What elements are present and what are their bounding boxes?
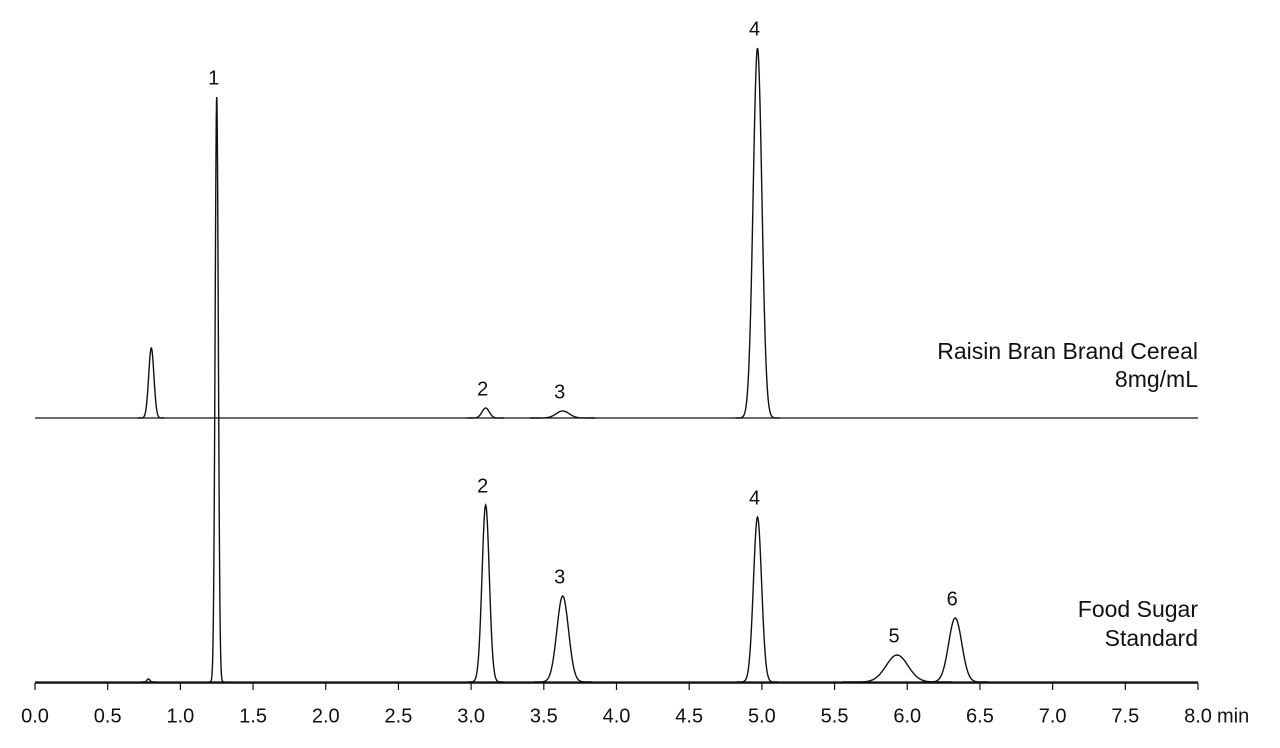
peak-label: 2 — [477, 378, 488, 400]
peak-label: 5 — [889, 625, 900, 647]
peak — [467, 407, 504, 419]
x-tick-label: 0.5 — [94, 705, 122, 727]
series-name: Raisin Bran Brand Cereal — [937, 338, 1198, 364]
x-tick-label: 3.0 — [457, 705, 485, 727]
x-tick-label: 7.5 — [1111, 705, 1139, 727]
x-tick-label: 4.0 — [603, 705, 631, 727]
peak — [530, 410, 596, 419]
x-tick-label: 6.5 — [966, 705, 994, 727]
peak-label: 1 — [208, 67, 219, 89]
peak — [467, 503, 504, 683]
x-tick-label: 5.0 — [748, 705, 776, 727]
peak-label: 2 — [477, 475, 488, 497]
x-tick-label: 2.5 — [385, 705, 413, 727]
x-tick-label: 0.0 — [21, 705, 49, 727]
peak — [138, 346, 165, 419]
x-tick-label: 7.0 — [1039, 705, 1067, 727]
peak — [735, 47, 780, 419]
peak-label: 3 — [554, 566, 565, 588]
x-tick-label: 4.5 — [675, 705, 703, 727]
x-tick-label: 8.0 — [1184, 705, 1212, 727]
x-tick-label: 6.0 — [893, 705, 921, 727]
x-tick-label: 5.5 — [821, 705, 849, 727]
x-tick-label: 1.0 — [166, 705, 194, 727]
peak-label: 4 — [749, 18, 760, 40]
peak — [533, 595, 592, 683]
x-tick-label: 3.5 — [530, 705, 558, 727]
peak — [922, 617, 988, 683]
peak — [737, 515, 778, 683]
series-name: Standard — [1105, 625, 1198, 651]
peak — [208, 96, 225, 683]
peak-label: 4 — [749, 487, 760, 509]
x-axis-label: min — [1217, 705, 1249, 727]
peak — [842, 654, 952, 683]
x-tick-label: 2.0 — [312, 705, 340, 727]
x-tick-label: 1.5 — [239, 705, 267, 727]
series-name: Food Sugar — [1078, 596, 1199, 622]
peak-label: 3 — [554, 381, 565, 403]
peak — [141, 678, 156, 683]
series-name: 8mg/mL — [1115, 366, 1198, 392]
peak-label: 6 — [947, 588, 958, 610]
